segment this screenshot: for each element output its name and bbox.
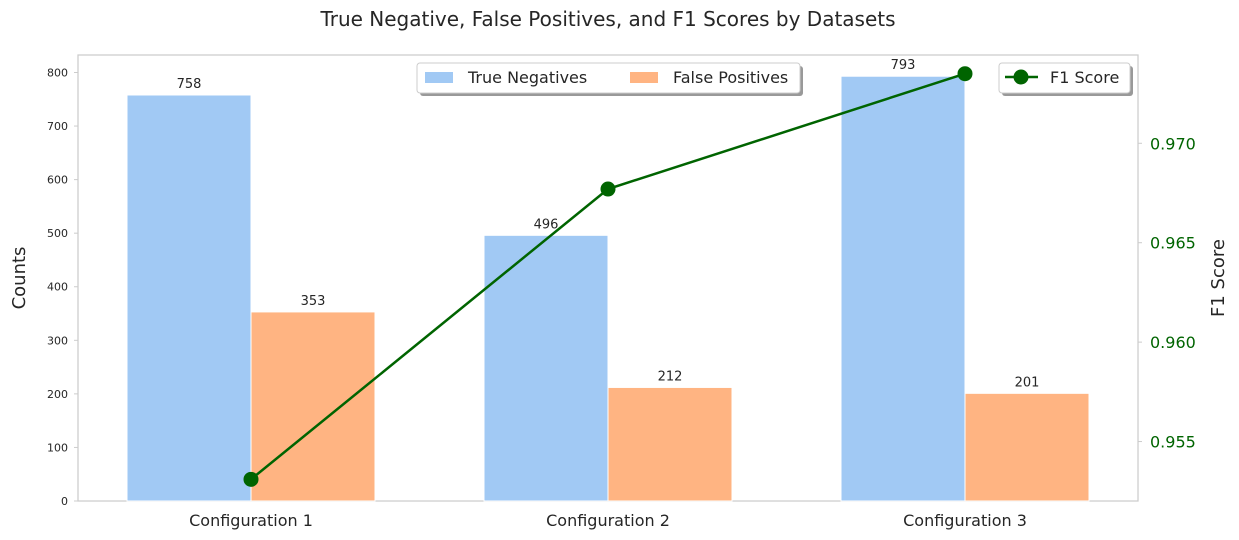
chart-title: True Negative, False Positives, and F1 S… [319, 7, 895, 31]
y-tick-label: 0 [61, 495, 68, 508]
y-axis-label: Counts [9, 247, 30, 310]
legend-label: True Negatives [467, 68, 587, 87]
f1-score-point [957, 66, 973, 82]
bar-true-negatives [483, 234, 609, 502]
f1-score-point [243, 471, 259, 487]
legend-bars-box [416, 62, 801, 94]
legend-swatch-false-positives [630, 72, 658, 83]
bar-false-positives [964, 392, 1090, 502]
bar-value-label: 496 [534, 217, 559, 232]
x-tick-label: Configuration 2 [546, 511, 670, 530]
bar-value-label: 793 [891, 58, 916, 73]
y-tick-label: 100 [47, 441, 68, 454]
legend-swatch-true-negatives [425, 72, 453, 83]
y2-tick-label: 0.960 [1150, 333, 1196, 352]
y-tick-label: 300 [47, 334, 68, 347]
y2-tick-label: 0.970 [1150, 134, 1196, 153]
y-tick-label: 400 [47, 281, 68, 294]
legend-line-box [998, 62, 1131, 94]
bar-true-negatives [126, 94, 252, 502]
y-tick-label: 700 [47, 120, 68, 133]
y2-tick-label: 0.965 [1150, 234, 1196, 253]
y-tick-label: 800 [47, 66, 68, 79]
bar-value-label: 353 [301, 294, 326, 309]
legend-label: False Positives [673, 68, 788, 87]
legend-label: F1 Score [1050, 68, 1119, 87]
bar-value-label: 758 [177, 77, 202, 92]
bar-false-positives [250, 311, 376, 502]
bar-value-label: 212 [658, 369, 683, 384]
y2-axis-label: F1 Score [1208, 239, 1229, 317]
x-tick-label: Configuration 1 [189, 511, 313, 530]
f1-score-point [600, 181, 616, 197]
bar-false-positives [607, 386, 733, 502]
legend-marker-f1-score [1013, 69, 1029, 85]
plot-area: 0 100 200 300 400 500 600 700 800 0.955 0.960 0.965… [47, 54, 1196, 530]
x-tick-label: Configuration 3 [903, 511, 1027, 530]
y-tick-label: 500 [47, 227, 68, 240]
bar-value-label: 201 [1015, 375, 1040, 390]
y-tick-label: 600 [47, 174, 68, 187]
y2-tick-label: 0.955 [1150, 433, 1196, 452]
bar-true-negatives [840, 75, 966, 502]
y-tick-label: 200 [47, 388, 68, 401]
